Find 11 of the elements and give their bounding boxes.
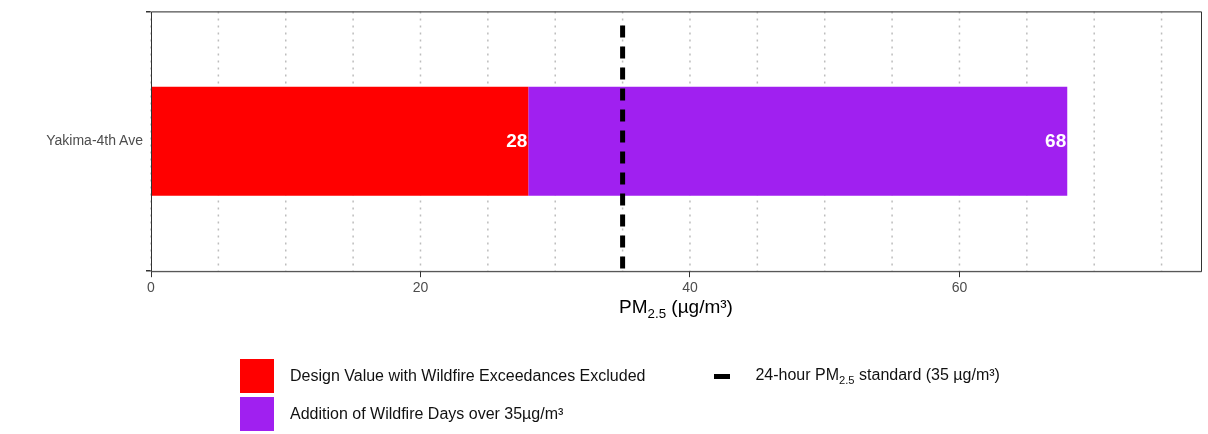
x-tick-label: 60 bbox=[951, 279, 968, 296]
legend-label: 24-hour PM$_{2.5}$ standard (35 µg/m³) bbox=[755, 365, 1000, 387]
legend-label: Design Value with Wildfire Exceedances Excluded bbox=[290, 367, 646, 385]
x-tick-label: 0 bbox=[147, 279, 156, 296]
y-tick-label: Yakima-4th Ave bbox=[46, 132, 144, 149]
x-axis-title: PM$_{2.5}$ (µg/m³) bbox=[618, 296, 734, 321]
x-tick-label: 40 bbox=[682, 279, 698, 296]
x-tick-label: 20 bbox=[412, 279, 429, 296]
legend-label: Addition of Wildfire Days over 35µg/m³ bbox=[290, 405, 564, 423]
total-label: 68 bbox=[1045, 129, 1067, 151]
data-label: 28 bbox=[506, 129, 528, 151]
